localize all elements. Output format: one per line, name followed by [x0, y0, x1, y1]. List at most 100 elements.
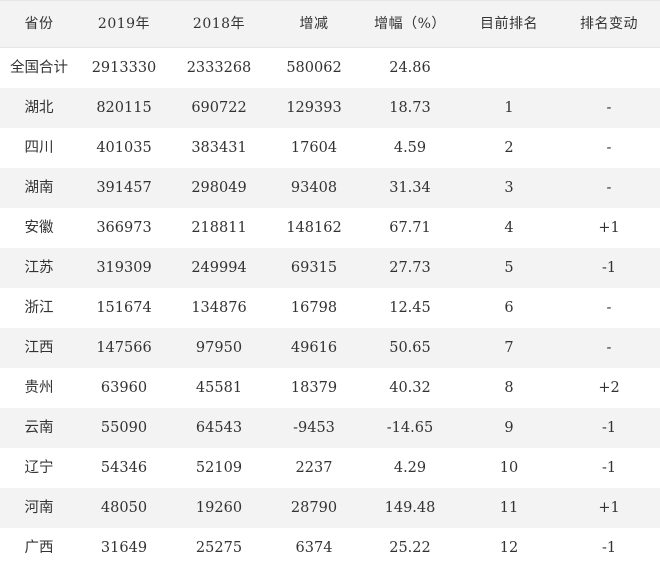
cell-rank-change: -1: [601, 539, 617, 556]
cell-current-rank: 8: [504, 379, 514, 396]
cell-2019: 2913330: [91, 59, 157, 76]
cell-rank-change: -: [606, 339, 612, 356]
cell-current-rank: 4: [504, 219, 514, 236]
cell-province: 浙江: [24, 299, 54, 316]
cell-growth-rate: 18.73: [389, 99, 431, 116]
cell-rank-change: +1: [598, 499, 620, 516]
cell-change: 16798: [290, 299, 338, 316]
cell-2018: 25275: [195, 539, 243, 556]
cell-2018: 45581: [195, 379, 243, 396]
cell-province: 全国合计: [10, 59, 68, 76]
cell-2018: 2333268: [186, 59, 252, 76]
cell-province: 云南: [24, 419, 54, 436]
cell-2018: 383431: [191, 139, 247, 156]
cell-province: 辽宁: [24, 459, 54, 476]
cell-change: 49616: [290, 339, 338, 356]
table-row: 河南 48050 19260 28790 149.48 11 +1: [0, 488, 660, 528]
table-row: 辽宁 54346 52109 2237 4.29 10 -1: [0, 448, 660, 488]
cell-change: 2237: [295, 459, 333, 476]
table-row: 湖南 391457 298049 93408 31.34 3 -: [0, 168, 660, 208]
cell-change: 69315: [290, 259, 338, 276]
cell-growth-rate: 24.86: [389, 59, 431, 76]
header-growth-rate: 增幅（%）: [374, 16, 446, 32]
cell-2019: 55090: [100, 419, 148, 436]
cell-province: 贵州: [24, 379, 54, 396]
cell-current-rank: 1: [504, 99, 514, 116]
table-row: 广西 31649 25275 6374 25.22 12 -1: [0, 528, 660, 568]
cell-province: 河南: [24, 499, 54, 516]
cell-rank-change: -: [606, 179, 612, 196]
cell-current-rank: 2: [504, 139, 514, 156]
cell-rank-change: -1: [601, 419, 617, 436]
cell-2018: 218811: [191, 219, 247, 236]
cell-growth-rate: 27.73: [389, 259, 431, 276]
cell-2019: 366973: [96, 219, 152, 236]
cell-growth-rate: 4.29: [393, 459, 427, 476]
cell-current-rank: 10: [499, 459, 519, 476]
header-2019: 2019年: [97, 16, 151, 32]
cell-2018: 97950: [195, 339, 243, 356]
cell-rank-change: -1: [601, 459, 617, 476]
cell-2019: 48050: [100, 499, 148, 516]
header-current-rank: 目前排名: [480, 16, 538, 32]
cell-growth-rate: 40.32: [389, 379, 431, 396]
cell-growth-rate: 4.59: [393, 139, 427, 156]
table-row: 浙江 151674 134876 16798 12.45 6 -: [0, 288, 660, 328]
cell-current-rank: 6: [504, 299, 514, 316]
cell-province: 广西: [24, 539, 54, 556]
cell-2018: 249994: [191, 259, 247, 276]
cell-current-rank: 7: [504, 339, 514, 356]
cell-province: 安徽: [24, 219, 54, 236]
cell-growth-rate: 149.48: [384, 499, 436, 516]
cell-change: 17604: [290, 139, 338, 156]
cell-change: 129393: [286, 99, 342, 116]
cell-province: 湖南: [24, 179, 54, 196]
cell-2018: 52109: [195, 459, 243, 476]
cell-current-rank: 12: [499, 539, 519, 556]
cell-growth-rate: -14.65: [386, 419, 434, 436]
cell-change: 28790: [290, 499, 338, 516]
cell-current-rank: 9: [504, 419, 514, 436]
cell-rank-change: +2: [598, 379, 620, 396]
cell-2018: 298049: [191, 179, 247, 196]
cell-2019: 54346: [100, 459, 148, 476]
header-2018: 2018年: [192, 16, 246, 32]
cell-rank-change: +1: [598, 219, 620, 236]
table-row: 贵州 63960 45581 18379 40.32 8 +2: [0, 368, 660, 408]
header-rank-change: 排名变动: [580, 16, 638, 32]
cell-rank-change: -1: [601, 259, 617, 276]
cell-rank-change: -: [606, 99, 612, 116]
cell-province: 江西: [24, 339, 54, 356]
cell-2018: 19260: [195, 499, 243, 516]
header-change: 增减: [299, 16, 329, 32]
cell-current-rank: 11: [499, 499, 519, 516]
cell-2018: 690722: [191, 99, 247, 116]
cell-2019: 319309: [96, 259, 152, 276]
cell-growth-rate: 67.71: [389, 219, 431, 236]
cell-2019: 820115: [96, 99, 152, 116]
cell-rank-change: -: [606, 139, 612, 156]
cell-province: 江苏: [24, 259, 54, 276]
cell-growth-rate: 31.34: [389, 179, 431, 196]
cell-change: 6374: [295, 539, 333, 556]
table-row: 江西 147566 97950 49616 50.65 7 -: [0, 328, 660, 368]
cell-growth-rate: 12.45: [389, 299, 431, 316]
cell-change: -9453: [293, 419, 335, 436]
cell-province: 四川: [24, 139, 54, 156]
header-province: 省份: [24, 16, 54, 32]
cell-rank-change: -: [606, 299, 612, 316]
cell-change: 93408: [290, 179, 338, 196]
table-row: 江苏 319309 249994 69315 27.73 5 -1: [0, 248, 660, 288]
cell-change: 148162: [286, 219, 342, 236]
cell-change: 18379: [290, 379, 338, 396]
cell-2019: 391457: [96, 179, 152, 196]
cell-2019: 31649: [100, 539, 148, 556]
table-row: 安徽 366973 218811 148162 67.71 4 +1: [0, 208, 660, 248]
cell-2019: 63960: [100, 379, 148, 396]
cell-2018: 134876: [191, 299, 247, 316]
table-row: 湖北 820115 690722 129393 18.73 1 -: [0, 88, 660, 128]
cell-current-rank: 3: [504, 179, 514, 196]
cell-2018: 64543: [195, 419, 243, 436]
cell-2019: 147566: [96, 339, 152, 356]
